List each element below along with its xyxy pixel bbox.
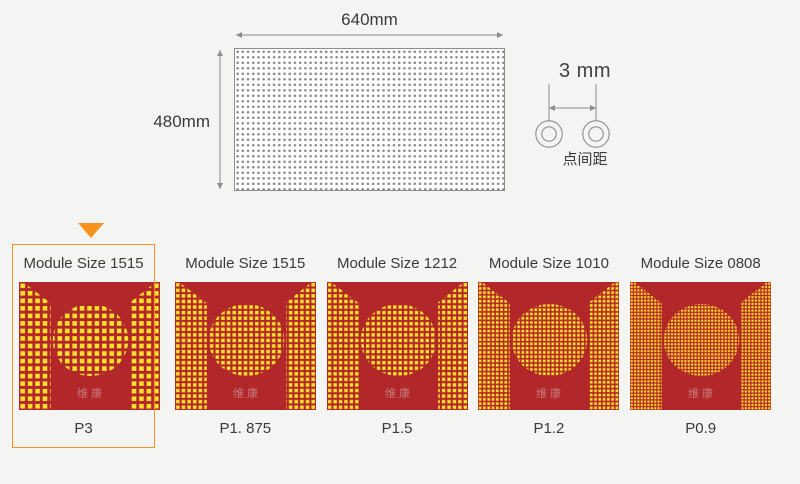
svg-text:维 康: 维 康 [385,386,410,400]
svg-text:维 康: 维 康 [536,386,561,400]
svg-text:维 康: 维 康 [77,386,102,400]
svg-text:维 康: 维 康 [233,386,258,400]
svg-text:维 康: 维 康 [688,386,713,400]
